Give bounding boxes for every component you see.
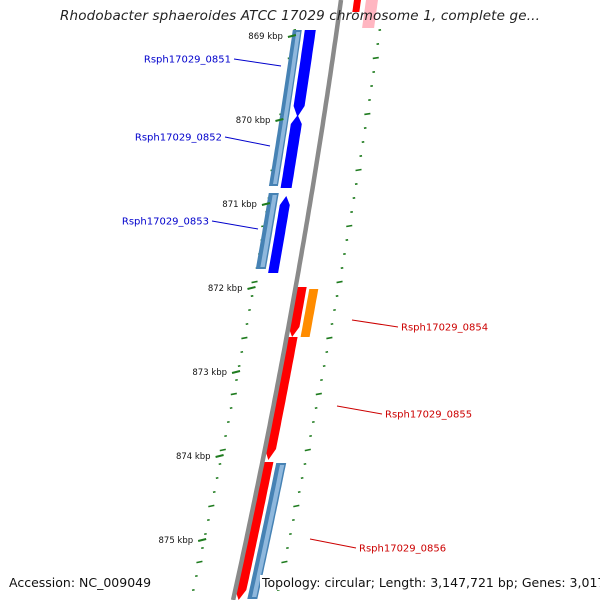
gene-label[interactable]: Rsph17029_0852 [135, 133, 222, 144]
gene-leader-line [309, 538, 357, 549]
gc-tick-outer [300, 476, 304, 480]
gene-0856-highlight [252, 465, 285, 597]
gc-tick-inner [201, 546, 204, 550]
cds-0853 [268, 196, 290, 273]
scale-tick [261, 202, 271, 206]
gc-tick-inner [204, 532, 207, 536]
gene-0853-highlight [260, 195, 277, 267]
gc-tick-inner [208, 504, 215, 508]
scale-label: 874 kbp [176, 452, 211, 462]
gene-leader-line [224, 136, 271, 147]
cds-0851 [293, 30, 316, 117]
scale-tick [231, 370, 241, 374]
gene-label[interactable]: Rsph17029_0853 [122, 217, 209, 228]
gc-tick-outer [336, 280, 343, 284]
cds-0855 [265, 337, 298, 460]
gc-tick-inner [212, 490, 216, 494]
gc-tick-outer [304, 448, 311, 452]
scale-ruler: 869 kbp 870 kbp 871 kbp 872 kbp 873 kbp 874 k… [159, 32, 297, 546]
gc-tick-inner [191, 588, 195, 592]
gc-tick-inner [215, 476, 219, 480]
gene-0856 [247, 463, 287, 599]
gene-label[interactable]: Rsph17029_0851 [144, 55, 231, 66]
gc-tick-inner [218, 462, 222, 466]
gene-0853 [255, 193, 279, 269]
chromosome-backbone [230, 0, 344, 600]
gc-tick-outer [364, 112, 371, 116]
map-title: Rhodobacter sphaeroides ATCC 17029 chrom… [59, 8, 541, 24]
gc-tick-outer [372, 56, 379, 60]
scale-tick [287, 34, 297, 38]
gc-tick-outer [297, 490, 301, 494]
top-pink-feature [362, 0, 378, 28]
scale-tick [197, 538, 207, 542]
gc-tick-outer [326, 336, 333, 340]
scale-tick [215, 454, 224, 458]
gc-tick-inner [230, 392, 237, 396]
scale-label: 869 kbp [248, 32, 283, 42]
gene-leader-line [351, 319, 399, 328]
gene-label[interactable]: Rsph17029_0854 [401, 323, 488, 334]
gc-tick-inner [194, 574, 198, 578]
gc-tick-outer [346, 224, 353, 228]
gc-tick-inner [206, 518, 210, 522]
scale-label: 873 kbp [192, 368, 227, 378]
gene-leader-line [233, 58, 282, 67]
scale-label: 871 kbp [222, 200, 257, 210]
scale-label: 875 kbp [159, 536, 194, 546]
accession-text: Accession: NC_009049 [9, 575, 152, 590]
gene-0851-0852-highlight [273, 32, 301, 184]
gc-tick-inner [219, 448, 226, 452]
gc-tick-inner [241, 336, 248, 340]
gc-tick-outer [281, 560, 288, 564]
scale-tick [247, 286, 256, 290]
cds-0856 [235, 462, 274, 600]
gc-tick-outer [303, 462, 307, 466]
gene-label[interactable]: Rsph17029_0855 [385, 410, 472, 421]
gc-tick-outer [291, 518, 295, 522]
gc-tick-outer [315, 392, 322, 396]
cds-0854 [288, 287, 307, 337]
top-red-feature [352, 0, 361, 12]
gc-tick-inner [251, 280, 258, 284]
scale-label: 870 kbp [236, 116, 271, 126]
backbone-line [230, 0, 344, 600]
feature-tracks [235, 0, 378, 600]
rna-0854 [300, 289, 319, 337]
gene-labels[interactable]: Rsph17029_0851 Rsph17029_0852 Rsph17029_08… [122, 55, 488, 555]
gene-leader-line [211, 220, 259, 230]
gc-tick-inner [196, 560, 203, 564]
gc-tick-outer [289, 532, 292, 536]
gene-leader-line [336, 405, 383, 415]
topology-text: Topology: circular; Length: 3,147,721 bp… [260, 575, 600, 590]
scale-label: 872 kbp [208, 284, 243, 294]
gc-tick-outer [286, 546, 289, 550]
gene-0851-0852 [268, 30, 302, 186]
cds-0852 [280, 115, 302, 188]
scale-tick [275, 118, 284, 122]
gc-tick-outer [355, 168, 362, 172]
gc-tick-outer [293, 504, 300, 508]
gene-label[interactable]: Rsph17029_0856 [359, 544, 446, 555]
